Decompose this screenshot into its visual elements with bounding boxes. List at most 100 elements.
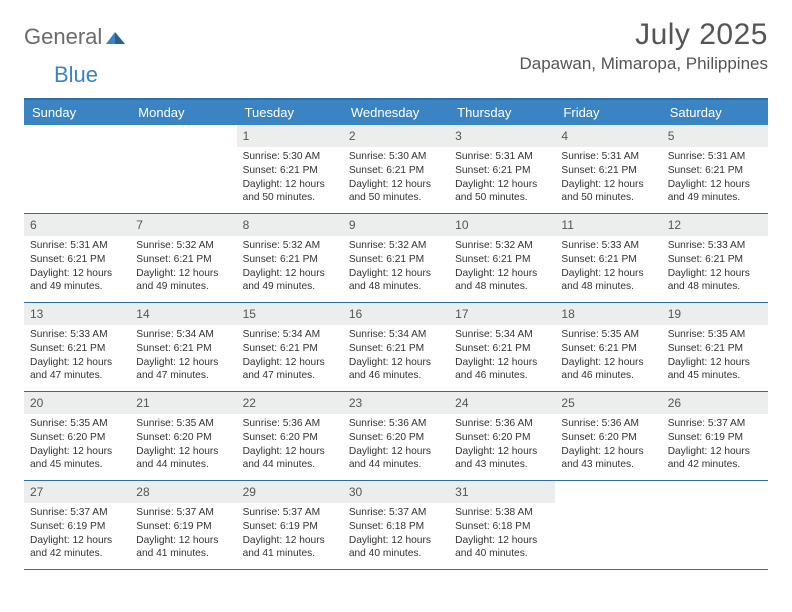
day-cell: 12Sunrise: 5:33 AMSunset: 6:21 PMDayligh…	[662, 214, 768, 302]
sunrise-line: Sunrise: 5:30 AM	[349, 150, 443, 164]
sunrise-line: Sunrise: 5:36 AM	[243, 417, 337, 431]
sunrise-line: Sunrise: 5:37 AM	[243, 506, 337, 520]
daylight-line: Daylight: 12 hours and 46 minutes.	[349, 356, 443, 384]
logo: General	[24, 18, 128, 50]
calendar: SundayMondayTuesdayWednesdayThursdayFrid…	[24, 98, 768, 570]
day-number: 30	[343, 481, 449, 503]
day-body: Sunrise: 5:35 AMSunset: 6:20 PMDaylight:…	[130, 414, 236, 478]
day-cell: 3Sunrise: 5:31 AMSunset: 6:21 PMDaylight…	[449, 125, 555, 213]
sunset-line: Sunset: 6:19 PM	[243, 520, 337, 534]
day-cell: 25Sunrise: 5:36 AMSunset: 6:20 PMDayligh…	[555, 392, 661, 480]
sunrise-line: Sunrise: 5:31 AM	[561, 150, 655, 164]
sunrise-line: Sunrise: 5:32 AM	[349, 239, 443, 253]
day-header-cell: Monday	[130, 100, 236, 125]
sunrise-line: Sunrise: 5:35 AM	[136, 417, 230, 431]
day-cell: 16Sunrise: 5:34 AMSunset: 6:21 PMDayligh…	[343, 303, 449, 391]
day-number: 16	[343, 303, 449, 325]
sunset-line: Sunset: 6:21 PM	[561, 164, 655, 178]
sunset-line: Sunset: 6:19 PM	[136, 520, 230, 534]
day-cell: .	[662, 481, 768, 569]
day-body: Sunrise: 5:30 AMSunset: 6:21 PMDaylight:…	[343, 147, 449, 211]
sunrise-line: Sunrise: 5:31 AM	[455, 150, 549, 164]
daylight-line: Daylight: 12 hours and 50 minutes.	[243, 178, 337, 206]
day-body: Sunrise: 5:37 AMSunset: 6:19 PMDaylight:…	[130, 503, 236, 567]
day-body: Sunrise: 5:32 AMSunset: 6:21 PMDaylight:…	[130, 236, 236, 300]
sunset-line: Sunset: 6:20 PM	[349, 431, 443, 445]
daylight-line: Daylight: 12 hours and 49 minutes.	[136, 267, 230, 295]
sunset-line: Sunset: 6:20 PM	[243, 431, 337, 445]
day-cell: 8Sunrise: 5:32 AMSunset: 6:21 PMDaylight…	[237, 214, 343, 302]
daylight-line: Daylight: 12 hours and 48 minutes.	[349, 267, 443, 295]
sunset-line: Sunset: 6:20 PM	[455, 431, 549, 445]
month-title: July 2025	[519, 18, 768, 52]
day-body: Sunrise: 5:37 AMSunset: 6:19 PMDaylight:…	[662, 414, 768, 478]
day-header-cell: Sunday	[24, 100, 130, 125]
sunrise-line: Sunrise: 5:34 AM	[243, 328, 337, 342]
day-body: Sunrise: 5:30 AMSunset: 6:21 PMDaylight:…	[237, 147, 343, 211]
day-body: Sunrise: 5:37 AMSunset: 6:18 PMDaylight:…	[343, 503, 449, 567]
day-cell: 24Sunrise: 5:36 AMSunset: 6:20 PMDayligh…	[449, 392, 555, 480]
day-body: Sunrise: 5:32 AMSunset: 6:21 PMDaylight:…	[449, 236, 555, 300]
day-body: Sunrise: 5:37 AMSunset: 6:19 PMDaylight:…	[24, 503, 130, 567]
day-number: 12	[662, 214, 768, 236]
daylight-line: Daylight: 12 hours and 50 minutes.	[349, 178, 443, 206]
day-body: Sunrise: 5:34 AMSunset: 6:21 PMDaylight:…	[449, 325, 555, 389]
sunset-line: Sunset: 6:21 PM	[136, 342, 230, 356]
daylight-line: Daylight: 12 hours and 41 minutes.	[243, 534, 337, 562]
day-body: Sunrise: 5:31 AMSunset: 6:21 PMDaylight:…	[449, 147, 555, 211]
daylight-line: Daylight: 12 hours and 48 minutes.	[668, 267, 762, 295]
sunrise-line: Sunrise: 5:36 AM	[349, 417, 443, 431]
title-block: July 2025 Dapawan, Mimaropa, Philippines	[519, 18, 768, 74]
sunset-line: Sunset: 6:21 PM	[561, 342, 655, 356]
day-body: Sunrise: 5:37 AMSunset: 6:19 PMDaylight:…	[237, 503, 343, 567]
daylight-line: Daylight: 12 hours and 48 minutes.	[561, 267, 655, 295]
day-number: 11	[555, 214, 661, 236]
sunset-line: Sunset: 6:18 PM	[455, 520, 549, 534]
daylight-line: Daylight: 12 hours and 45 minutes.	[30, 445, 124, 473]
day-body: Sunrise: 5:33 AMSunset: 6:21 PMDaylight:…	[662, 236, 768, 300]
sunset-line: Sunset: 6:20 PM	[30, 431, 124, 445]
day-body: Sunrise: 5:33 AMSunset: 6:21 PMDaylight:…	[555, 236, 661, 300]
sunrise-line: Sunrise: 5:31 AM	[668, 150, 762, 164]
sunset-line: Sunset: 6:21 PM	[455, 253, 549, 267]
day-cell: 21Sunrise: 5:35 AMSunset: 6:20 PMDayligh…	[130, 392, 236, 480]
day-cell: 5Sunrise: 5:31 AMSunset: 6:21 PMDaylight…	[662, 125, 768, 213]
daylight-line: Daylight: 12 hours and 47 minutes.	[30, 356, 124, 384]
sunrise-line: Sunrise: 5:37 AM	[30, 506, 124, 520]
sunrise-line: Sunrise: 5:30 AM	[243, 150, 337, 164]
day-cell: 2Sunrise: 5:30 AMSunset: 6:21 PMDaylight…	[343, 125, 449, 213]
day-number: 22	[237, 392, 343, 414]
day-body: Sunrise: 5:34 AMSunset: 6:21 PMDaylight:…	[130, 325, 236, 389]
day-cell: 17Sunrise: 5:34 AMSunset: 6:21 PMDayligh…	[449, 303, 555, 391]
sunset-line: Sunset: 6:18 PM	[349, 520, 443, 534]
daylight-line: Daylight: 12 hours and 43 minutes.	[455, 445, 549, 473]
weeks-container: ..1Sunrise: 5:30 AMSunset: 6:21 PMDaylig…	[24, 125, 768, 570]
day-number: 5	[662, 125, 768, 147]
day-number: 1	[237, 125, 343, 147]
daylight-line: Daylight: 12 hours and 44 minutes.	[349, 445, 443, 473]
calendar-page: General July 2025 Dapawan, Mimaropa, Phi…	[0, 0, 792, 588]
daylight-line: Daylight: 12 hours and 50 minutes.	[455, 178, 549, 206]
day-number: 18	[555, 303, 661, 325]
day-cell: .	[24, 125, 130, 213]
daylight-line: Daylight: 12 hours and 46 minutes.	[561, 356, 655, 384]
sunrise-line: Sunrise: 5:32 AM	[455, 239, 549, 253]
day-number: 3	[449, 125, 555, 147]
sunrise-line: Sunrise: 5:38 AM	[455, 506, 549, 520]
logo-text-2: Blue	[54, 62, 98, 88]
day-body: Sunrise: 5:32 AMSunset: 6:21 PMDaylight:…	[343, 236, 449, 300]
day-body: Sunrise: 5:31 AMSunset: 6:21 PMDaylight:…	[24, 236, 130, 300]
sunset-line: Sunset: 6:19 PM	[668, 431, 762, 445]
sunset-line: Sunset: 6:21 PM	[668, 253, 762, 267]
sunset-line: Sunset: 6:21 PM	[349, 253, 443, 267]
day-cell: 28Sunrise: 5:37 AMSunset: 6:19 PMDayligh…	[130, 481, 236, 569]
sunrise-line: Sunrise: 5:35 AM	[561, 328, 655, 342]
sunrise-line: Sunrise: 5:35 AM	[30, 417, 124, 431]
day-cell: 7Sunrise: 5:32 AMSunset: 6:21 PMDaylight…	[130, 214, 236, 302]
day-body: Sunrise: 5:36 AMSunset: 6:20 PMDaylight:…	[555, 414, 661, 478]
day-header-cell: Saturday	[662, 100, 768, 125]
day-number: 6	[24, 214, 130, 236]
sunrise-line: Sunrise: 5:37 AM	[668, 417, 762, 431]
day-number: 25	[555, 392, 661, 414]
sunset-line: Sunset: 6:21 PM	[243, 253, 337, 267]
